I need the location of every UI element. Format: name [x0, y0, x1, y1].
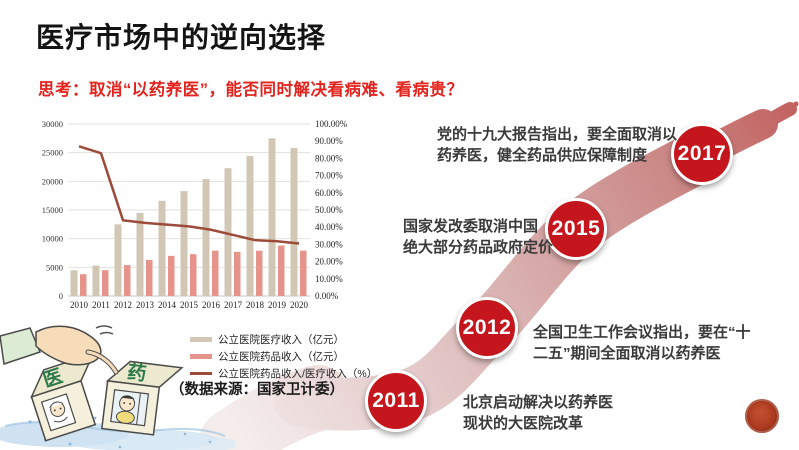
svg-text:2014: 2014 [158, 300, 177, 310]
svg-text:2010: 2010 [70, 300, 89, 310]
timeline-text-2011: 北京启动解决以药养医 现状的大医院改革 [463, 394, 614, 432]
legend-item: 公立医院药品收入/医疗收入（%） [190, 365, 377, 382]
svg-text:25000: 25000 [42, 148, 63, 158]
svg-text:30000: 30000 [42, 119, 63, 129]
svg-text:2012: 2012 [114, 300, 132, 310]
timeline-circle-2011: 2011 [365, 370, 427, 432]
svg-text:70.00%: 70.00% [315, 171, 343, 181]
legend-label: 公立医院医疗收入（亿元） [218, 334, 344, 346]
svg-text:5000: 5000 [46, 262, 63, 272]
svg-text:20000: 20000 [42, 176, 63, 186]
legend-swatch [190, 354, 212, 359]
timeline-circle-2012: 2012 [456, 297, 518, 359]
cube-char-yao: 药 [126, 360, 148, 385]
timeline-circle-2015: 2015 [545, 198, 607, 260]
red-seal-logo [745, 399, 779, 433]
timeline-text-2017: 党的十九大报告指出，要全面取消以 药养医，健全药品供应保障制度 [437, 126, 678, 164]
svg-text:40.00%: 40.00% [315, 222, 343, 232]
svg-text:15000: 15000 [42, 205, 63, 215]
timeline-text-2012: 全国卫生工作会议指出，要在“十 二五”期间全面取消以药养医 [533, 324, 751, 362]
svg-text:2011: 2011 [92, 300, 110, 310]
revenue-chart: 0 5000 10000 15000 20000 25000 30000 0.00% 10.00… [38, 114, 356, 316]
svg-text:50.00%: 50.00% [315, 205, 343, 215]
svg-text:2019: 2019 [268, 300, 287, 310]
drug-cube: 药 [100, 360, 184, 436]
subtitle-question: 思考：取消“以药养医”，能否同时解决看病难、看病贵？ [38, 81, 464, 99]
timeline-text-2015: 国家发改委取消中国 绝大部分药品政府定价 [403, 218, 554, 256]
legend-item: 公立医院药品收入（亿元） [190, 348, 377, 365]
revenue-chart-plot: 0 5000 10000 15000 20000 25000 30000 0.00% 10.00… [42, 119, 348, 310]
medicine-cubes-cartoon: 医 药 [0, 325, 235, 450]
svg-text:10000: 10000 [42, 234, 63, 244]
svg-text:60.00%: 60.00% [315, 188, 343, 198]
svg-text:0: 0 [59, 291, 63, 301]
svg-text:2020: 2020 [290, 300, 309, 310]
svg-text:2017: 2017 [224, 300, 243, 310]
svg-text:10.00%: 10.00% [315, 274, 343, 284]
svg-text:2018: 2018 [246, 300, 265, 310]
svg-text:2013: 2013 [136, 300, 155, 310]
legend-label: 公立医院药品收入（亿元） [218, 351, 344, 363]
svg-text:2015: 2015 [180, 300, 199, 310]
svg-text:80.00%: 80.00% [315, 153, 343, 163]
timeline-circle-2017: 2017 [671, 123, 733, 185]
svg-text:20.00%: 20.00% [315, 257, 343, 267]
chart-legend: 公立医院医疗收入（亿元） 公立医院药品收入（亿元） 公立医院药品收入/医疗收入（%） [190, 331, 377, 382]
svg-text:2016: 2016 [202, 300, 221, 310]
svg-text:90.00%: 90.00% [315, 136, 343, 146]
svg-text:100.00%: 100.00% [315, 119, 348, 129]
svg-text:30.00%: 30.00% [315, 239, 343, 249]
legend-swatch [190, 372, 212, 375]
data-source-note: （数据来源：国家卫计委） [170, 382, 344, 398]
page-title: 医疗市场中的逆向选择 [36, 22, 327, 53]
legend-item: 公立医院医疗收入（亿元） [190, 331, 377, 348]
svg-text:0.00%: 0.00% [315, 291, 339, 301]
flicking-hand [0, 325, 119, 375]
legend-label: 公立医院药品收入/医疗收入（%） [218, 368, 378, 380]
legend-swatch [190, 337, 212, 342]
